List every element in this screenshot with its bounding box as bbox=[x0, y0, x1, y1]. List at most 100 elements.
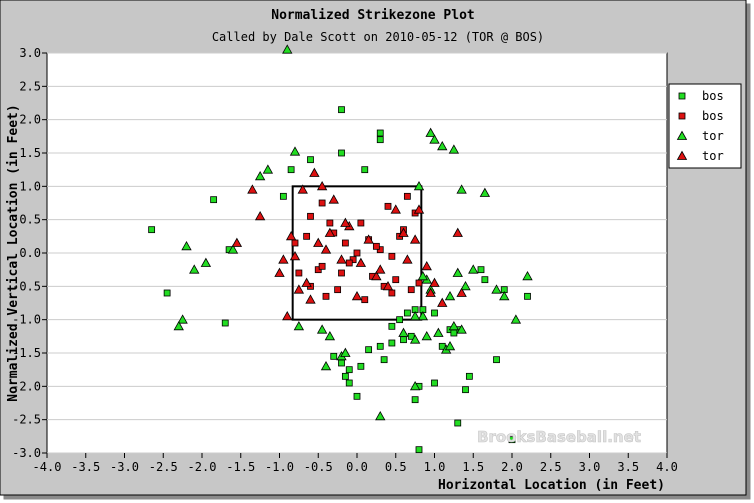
point-bos-0-36 bbox=[481, 276, 489, 284]
point-tor-2-9 bbox=[173, 321, 184, 331]
point-tor-2-37 bbox=[444, 341, 456, 351]
legend-marker-2 bbox=[676, 130, 688, 140]
point-tor-3-3 bbox=[278, 254, 289, 264]
point-bos-0-24 bbox=[415, 446, 423, 454]
point-bos-0-41 bbox=[431, 379, 438, 387]
y-tick-label-3: 1.5 bbox=[19, 146, 41, 160]
point-tor-2-45 bbox=[409, 334, 421, 344]
point-bos-0-20 bbox=[388, 339, 396, 347]
x-tick-label-7: -0.5 bbox=[304, 460, 333, 474]
point-tor-2-6 bbox=[189, 264, 200, 274]
point-bos-0-12 bbox=[376, 136, 384, 144]
point-tor-2-22 bbox=[448, 144, 460, 154]
point-bos-1-11 bbox=[403, 192, 411, 200]
point-bos-1-4 bbox=[341, 239, 349, 247]
point-tor-2-21 bbox=[437, 141, 448, 151]
legend-marker-3 bbox=[676, 150, 688, 160]
point-bos-1-16 bbox=[345, 259, 353, 267]
point-tor-3-18 bbox=[305, 294, 316, 304]
point-bos-1-1 bbox=[307, 212, 314, 220]
point-bos-0-17 bbox=[365, 346, 373, 354]
point-tor-2-30 bbox=[444, 291, 456, 301]
point-bos-0-5 bbox=[279, 192, 287, 200]
point-tor-2-10 bbox=[293, 321, 305, 331]
point-bos-1-14 bbox=[322, 292, 330, 300]
point-tor-2-17 bbox=[409, 381, 421, 391]
point-bos-0-18 bbox=[376, 342, 384, 350]
point-tor-3-9 bbox=[336, 254, 347, 264]
y-tick-labels: 3.0 2.5 2.0 1.5 1.0 0.5 0.0 -0.5 -1.0 -1.5 -2.0 -2.… bbox=[12, 46, 47, 460]
point-tor-3-20 bbox=[328, 194, 339, 204]
point-tor-3-23 bbox=[363, 234, 374, 244]
point-tor-2-1 bbox=[289, 146, 301, 156]
point-bos-1-22 bbox=[407, 286, 415, 294]
strike-zone bbox=[291, 185, 423, 321]
point-tor-3-27 bbox=[282, 311, 293, 321]
y-tick-label-0: 3.0 bbox=[19, 46, 41, 60]
point-tor-2-5 bbox=[200, 257, 212, 267]
point-bos-1-0 bbox=[295, 269, 303, 277]
point-tor-3-25 bbox=[390, 204, 401, 214]
x-tick-label-14: 3.0 bbox=[579, 460, 601, 474]
point-tor-2-42 bbox=[417, 271, 429, 281]
x-tick-label-9: 0.5 bbox=[385, 460, 407, 474]
point-tor-3-36 bbox=[456, 287, 467, 297]
point-bos-0-21 bbox=[400, 336, 407, 344]
point-tor-2-31 bbox=[452, 267, 463, 277]
point-tor-3-17 bbox=[293, 284, 305, 294]
point-bos-1-30 bbox=[291, 239, 299, 247]
point-tor-3-13 bbox=[382, 281, 394, 291]
point-bos-0-46 bbox=[465, 372, 473, 380]
point-tor-3-30 bbox=[301, 277, 312, 287]
point-tor-2-12 bbox=[324, 331, 336, 341]
point-bos-0-16 bbox=[353, 392, 361, 400]
point-tor-2-40 bbox=[409, 311, 421, 321]
point-tor-3-7 bbox=[316, 181, 328, 191]
point-bos-0-14 bbox=[341, 372, 349, 380]
point-tor-2-3 bbox=[254, 171, 266, 181]
point-bos-1-17 bbox=[361, 296, 369, 304]
point-tor-2-41 bbox=[413, 181, 425, 191]
point-bos-1-25 bbox=[338, 269, 345, 277]
point-bos-0-22 bbox=[411, 396, 419, 404]
y-tick-label-11: -2.5 bbox=[12, 413, 41, 427]
point-tor-2-2 bbox=[262, 164, 274, 174]
watermark: BrooksBaseball.net bbox=[477, 428, 641, 446]
point-tor-3-5 bbox=[297, 184, 308, 194]
y-tick-label-8: -1.0 bbox=[12, 313, 41, 327]
point-tor-3-21 bbox=[340, 217, 351, 227]
point-tor-3-33 bbox=[429, 277, 440, 287]
legend-marker-1 bbox=[678, 112, 686, 120]
legend-label-1: bos bbox=[702, 109, 724, 123]
point-tor-3-16 bbox=[413, 204, 425, 214]
point-tor-2-23 bbox=[456, 184, 467, 194]
point-bos-0-19 bbox=[380, 356, 388, 364]
point-bos-0-26 bbox=[330, 352, 338, 360]
point-tor-2-19 bbox=[425, 127, 436, 137]
point-tor-2-43 bbox=[456, 324, 467, 334]
point-bos-0-13 bbox=[345, 366, 353, 374]
point-tor-3-0 bbox=[254, 211, 266, 221]
point-tor-3-14 bbox=[398, 227, 409, 237]
point-tor-2-0 bbox=[282, 44, 293, 54]
y-tick-label-12: -3.0 bbox=[12, 446, 41, 460]
point-bos-0-31 bbox=[431, 309, 438, 317]
pitch-points bbox=[148, 44, 533, 454]
point-bos-0-39 bbox=[508, 436, 516, 444]
point-tor-3-2 bbox=[231, 237, 243, 247]
point-tor-2-15 bbox=[320, 361, 332, 371]
point-bos-0-33 bbox=[454, 419, 462, 427]
y-tick-label-2: 2.0 bbox=[19, 113, 41, 127]
legend-label-3: tor bbox=[702, 149, 724, 163]
point-tor-3-34 bbox=[437, 297, 448, 307]
point-tor-3-37 bbox=[425, 287, 436, 297]
y-tick-label-7: -0.5 bbox=[12, 279, 41, 293]
point-bos-0-48 bbox=[403, 309, 411, 317]
point-bos-0-10 bbox=[361, 166, 369, 174]
point-bos-0-45 bbox=[450, 329, 458, 337]
point-tor-2-27 bbox=[510, 314, 522, 324]
point-bos-1-33 bbox=[388, 289, 396, 297]
x-tick-label-8: 0.0 bbox=[346, 460, 368, 474]
point-tor-2-38 bbox=[448, 321, 460, 331]
point-tor-3-19 bbox=[320, 244, 332, 254]
